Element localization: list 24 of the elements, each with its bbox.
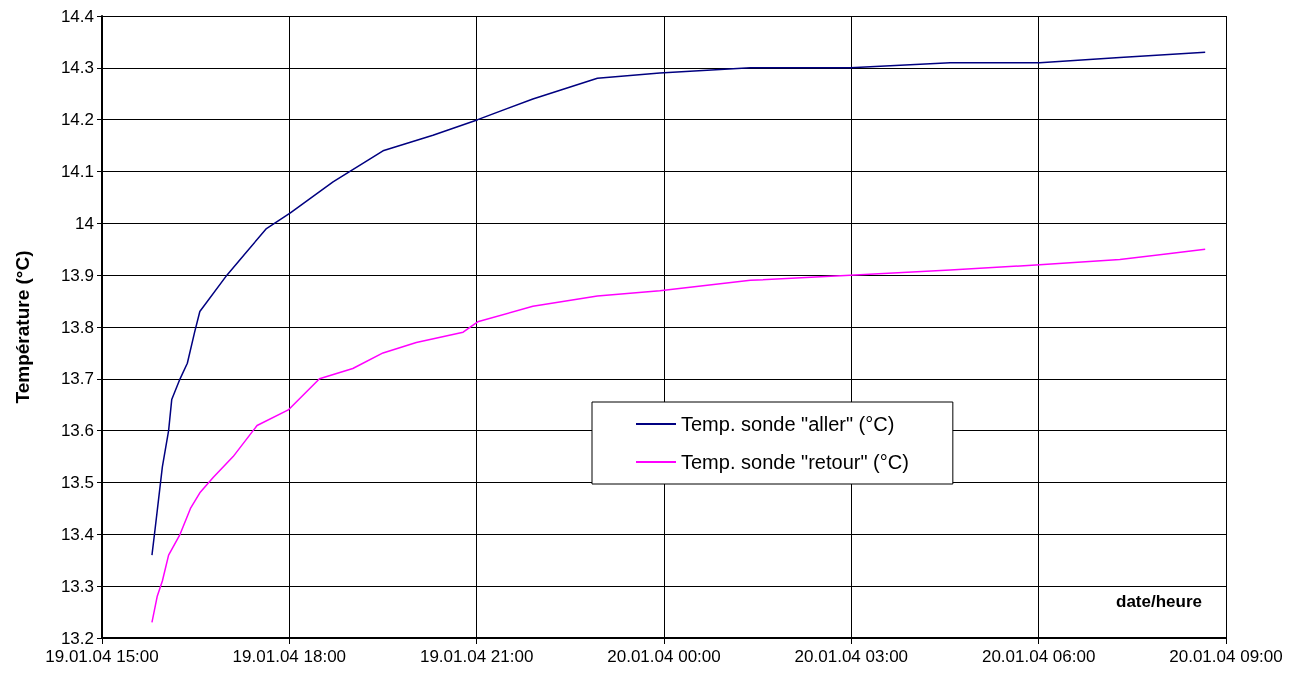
y-tick-label: 14.3 (60, 58, 94, 78)
x-tick-label: 19.01.04 15:00 (45, 647, 159, 666)
x-tick-label: 19.01.04 18:00 (232, 647, 347, 666)
y-tick-label: 14.4 (60, 6, 94, 26)
y-tick-label: 13.3 (60, 576, 94, 596)
y-tick-label: 14 (75, 213, 94, 233)
x-axis-title: date/heure (1116, 592, 1202, 611)
y-tick-label: 13.8 (60, 317, 94, 337)
x-tick-label: 20.01.04 09:00 (1169, 647, 1283, 666)
y-tick-label: 13.5 (60, 473, 94, 492)
legend-label: Temp. sonde "aller" (°C) (681, 413, 895, 435)
y-tick-label: 14.2 (60, 110, 94, 130)
y-tick-label: 13.6 (60, 421, 94, 441)
x-tick-label: 20.01.04 03:00 (794, 647, 909, 666)
y-axis-title: Température (°C) (12, 250, 33, 404)
x-tick-label: 20.01.04 00:00 (607, 647, 721, 666)
x-tick-label: 20.01.04 06:00 (981, 647, 1096, 666)
y-tick-label: 13.7 (60, 369, 94, 389)
y-tick-label: 14.1 (60, 162, 94, 181)
y-tick-label: 13.4 (60, 524, 94, 544)
x-tick-label: 19.01.04 21:00 (419, 647, 534, 666)
legend-label: Temp. sonde "retour" (°C) (681, 451, 909, 473)
y-tick-label: 13.2 (60, 628, 94, 648)
y-tick-label: 13.9 (60, 265, 94, 285)
